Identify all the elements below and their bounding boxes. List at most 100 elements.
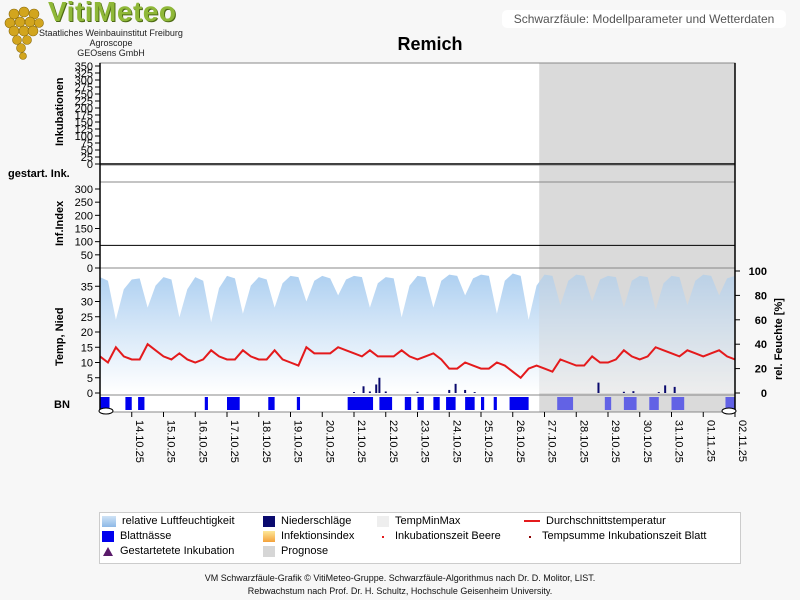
inkubationen-tick-label: 50 (81, 145, 93, 157)
leaf-wetness-bar (296, 397, 301, 410)
inkubationen-tick-label: 325 (75, 68, 93, 80)
leaf-wetness-bar (725, 397, 735, 410)
date-tick-label: 31.10.25 (673, 420, 685, 463)
leaf-wetness-swatch (102, 530, 114, 542)
leaf-wetness-bar (204, 397, 208, 410)
brand-line-3: GEOsens GmbH (77, 48, 145, 58)
precipitation-bar (673, 386, 676, 393)
tempminmax-swatch (377, 515, 389, 527)
inkubationen-tick-label: 125 (75, 124, 93, 136)
forecast-overlay (539, 268, 735, 393)
brand-line-2: Agroscope (89, 38, 133, 48)
humidity-tick-label: 60 (755, 315, 767, 327)
footer-line-2: Rebwachstum nach Prof. Dr. H. Schultz, H… (247, 586, 553, 596)
legend-label: Prognose (281, 545, 329, 557)
legend-label: relative Luftfeuchtigkeit (122, 515, 235, 527)
legend-label: Inkubationszeit Beere (395, 530, 501, 542)
legend-item-tempsumme: Tempsumme Inkubationszeit Blatt (524, 530, 706, 542)
date-tick-label: 28.10.25 (577, 420, 589, 463)
darkred-dot-swatch (524, 531, 536, 542)
date-tick-label: 19.10.25 (292, 420, 304, 463)
inkubationen-tick-label: 350 (75, 61, 93, 73)
precipitation-bar (368, 391, 371, 393)
humidity-tick-label: 100 (749, 266, 767, 278)
precipitation-bar (454, 383, 457, 393)
precipitation-bar (664, 385, 667, 393)
infindex-tick-label: 200 (75, 210, 93, 222)
leaf-wetness-bar (138, 397, 145, 410)
date-tick-label: 26.10.25 (514, 420, 526, 463)
inkubationen-tick-label: 250 (75, 89, 93, 101)
leaf-wetness-bar (268, 397, 275, 410)
red-dot-swatch (377, 531, 389, 542)
date-tick-label: 25.10.25 (482, 420, 494, 463)
humidity-area (100, 273, 735, 393)
legend-label: Blattnässe (120, 530, 172, 542)
date-tick-label: 21.10.25 (355, 420, 367, 463)
precipitation-swatch (263, 515, 275, 527)
leaf-wetness-bar (649, 397, 659, 410)
infindex-tick-label: 100 (75, 237, 93, 249)
inkubationen-tick-label: 175 (75, 110, 93, 122)
leaf-wetness-bar (446, 397, 456, 410)
brand-line-1: Staatliches Weinbauinstitut Freiburg (39, 28, 183, 38)
infection-index-swatch (263, 530, 275, 542)
leaf-wetness-bar (227, 397, 240, 410)
inkubationen-tick-label: 75 (81, 138, 93, 150)
precipitation-bar (378, 377, 381, 393)
infindex-tick-label: 150 (75, 224, 93, 236)
legend-item-humidity: relative Luftfeuchtigkeit (102, 515, 235, 527)
leaf-wetness-bar (481, 397, 485, 410)
temp-tick-label: 25 (81, 312, 93, 324)
legend-item-tempminmax: TempMinMax (377, 515, 460, 527)
bn-axis-label: BN (54, 399, 70, 411)
humidity-tick-label: 40 (755, 339, 767, 351)
precipitation-bar (622, 391, 625, 393)
temp-tick-label: 15 (81, 342, 93, 354)
leaf-wetness-bar (557, 397, 574, 410)
temperature-line (99, 342, 736, 380)
precipitation-bar (657, 392, 660, 393)
prognose-swatch (263, 545, 275, 557)
brand-logo[interactable]: VitiMeteo (48, 0, 177, 27)
date-tick-label: 14.10.25 (133, 420, 145, 463)
date-tick-label: 20.10.25 (323, 420, 335, 463)
temp-tick-label: 20 (81, 327, 93, 339)
legend-item-temperature: Durchschnittstemperatur (524, 515, 666, 527)
legend-label: Infektionsindex (281, 530, 355, 542)
inkubationen-tick-label: 225 (75, 96, 93, 108)
footer-line-1: VM Schwarzfäule-Grafik © VitiMeteo-Grupp… (204, 573, 596, 583)
precipitation-bar (464, 389, 467, 393)
inkubationen-tick-label: 150 (75, 117, 93, 129)
inkubationen-tick-label: 0 (87, 159, 93, 171)
inkubationen-tick-label: 25 (81, 152, 93, 164)
leaf-wetness-bar (623, 397, 637, 410)
date-tick-label: 30.10.25 (641, 420, 653, 463)
leaf-wetness-bar (604, 397, 612, 410)
precipitation-bar (353, 392, 355, 393)
triangle-icon (103, 546, 113, 556)
station-title: Remich (397, 34, 463, 54)
infindex-tick-label: 0 (87, 263, 93, 275)
leaf-wetness-bar (404, 397, 412, 410)
legend-item-precipitation: Niederschläge (263, 515, 351, 527)
legend-label: TempMinMax (395, 515, 461, 527)
leaf-wetness-bar (347, 397, 374, 410)
date-tick-label: 23.10.25 (419, 420, 431, 463)
temp-tick-label: 30 (81, 297, 93, 309)
leaf-wetness-bar (125, 397, 132, 410)
gestart-axis-label: gestart. Ink. (8, 168, 70, 180)
legend-label: Niederschläge (281, 515, 352, 527)
leaf-wetness-bar (379, 397, 393, 410)
legend-item-gestartete-inkubation: Gestartetete Inkubation (102, 545, 234, 557)
legend-item-prognose: Prognose (263, 545, 328, 557)
leaf-wetness-bar (433, 397, 440, 410)
leaf-wetness-bar (493, 397, 497, 410)
legend-label: Gestartetete Inkubation (120, 545, 235, 557)
date-tick-label: 17.10.25 (228, 420, 240, 463)
precipitation-bar (362, 386, 365, 393)
date-tick-label: 24.10.25 (450, 420, 462, 463)
infindex-tick-label: 50 (81, 250, 93, 262)
infindex-tick-label: 300 (75, 184, 93, 196)
